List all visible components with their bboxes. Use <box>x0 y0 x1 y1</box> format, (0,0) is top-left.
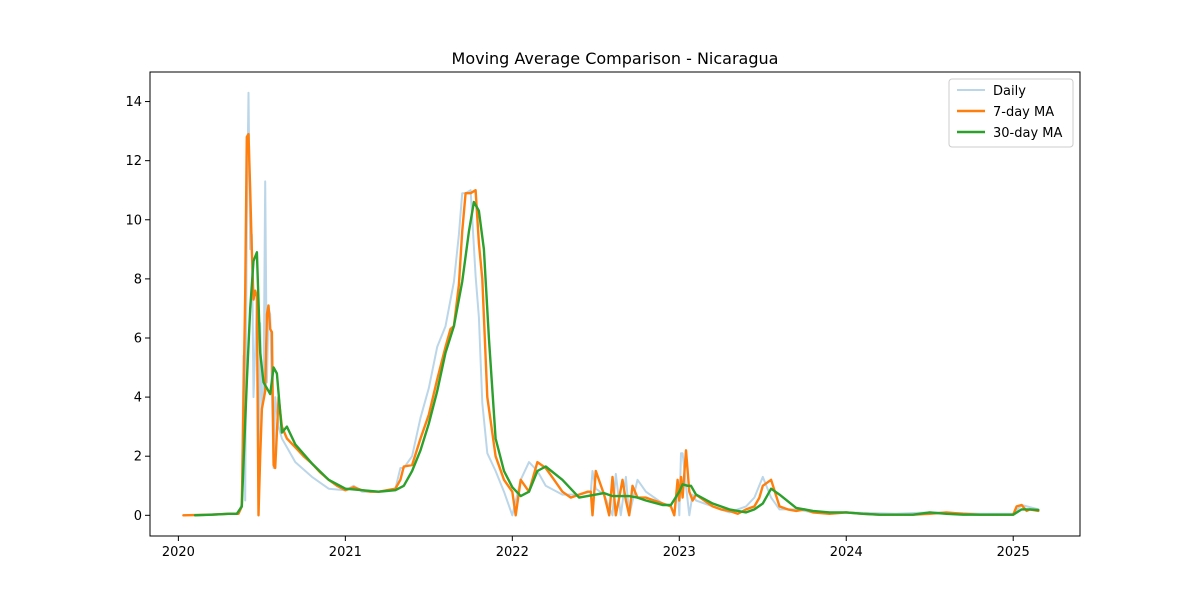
y-tick-label: 2 <box>134 450 142 465</box>
y-tick-label: 0 <box>134 509 142 524</box>
legend-label-daily: Daily <box>993 84 1026 99</box>
chart-title: Moving Average Comparison - Nicaragua <box>452 49 779 68</box>
legend-label-7day: 7-day MA <box>993 105 1054 120</box>
y-tick-label: 6 <box>134 331 142 346</box>
legend-label-30day: 30-day MA <box>993 126 1062 141</box>
x-tick-label: 2025 <box>997 545 1030 560</box>
x-tick-label: 2022 <box>496 545 529 560</box>
y-tick-label: 12 <box>125 154 142 169</box>
x-tick-label: 2020 <box>162 545 195 560</box>
y-tick-label: 10 <box>125 213 142 228</box>
series-line-0 <box>182 91 1040 517</box>
y-tick-label: 4 <box>134 391 142 406</box>
y-axis: 0 2 4 6 8 10 12 14 <box>125 95 150 524</box>
x-axis: 2020 2021 2022 2023 2024 2025 <box>162 536 1030 560</box>
plot-area <box>149 71 1081 537</box>
axes-frame <box>149 71 1081 537</box>
x-tick-label: 2024 <box>830 545 863 560</box>
x-tick-label: 2023 <box>663 545 696 560</box>
legend: Daily 7-day MA 30-day MA <box>948 78 1074 148</box>
series-layer <box>182 91 1040 517</box>
series-line-2 <box>193 200 1040 517</box>
y-tick-label: 8 <box>134 272 142 287</box>
legend-box <box>948 78 1074 148</box>
x-tick-label: 2021 <box>329 545 362 560</box>
y-tick-label: 14 <box>125 95 142 110</box>
